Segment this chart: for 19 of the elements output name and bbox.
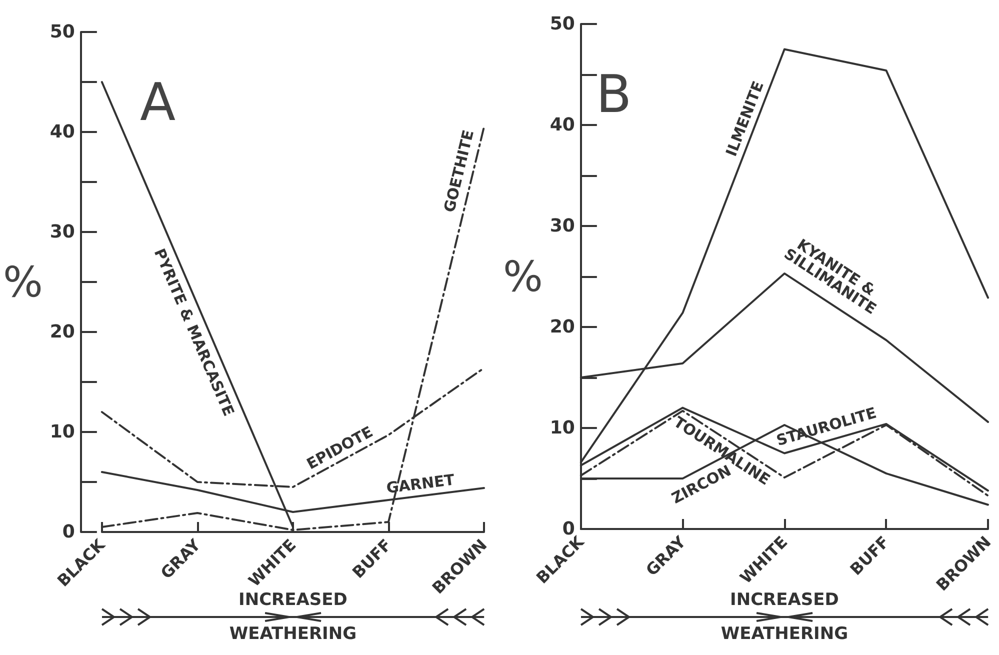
- y-tick-label: 50: [50, 22, 75, 42]
- y-tick-label: 30: [50, 222, 75, 242]
- text: INCREASED WEATHERING: [720, 590, 848, 644]
- y-tick-label: 30: [550, 216, 575, 236]
- y-tick-label: 20: [50, 322, 75, 342]
- y-axis-title: %: [2, 258, 43, 306]
- text: A: [140, 73, 176, 133]
- text: GARNET: [385, 470, 456, 498]
- y-tick-label: 20: [550, 316, 575, 338]
- y-tick-label: 50: [550, 14, 575, 34]
- y-tick-label: 40: [550, 114, 575, 136]
- text: B: [596, 65, 632, 125]
- y-tick-label: 40: [50, 122, 75, 142]
- y-tick-label: 0: [562, 518, 575, 540]
- y-tick-label: 10: [550, 418, 575, 438]
- y-tick-label: 0: [62, 522, 75, 542]
- y-axis-title: %: [502, 252, 543, 301]
- text: INCREASED WEATHERING: [228, 589, 358, 646]
- y-tick-label: 10: [50, 422, 75, 442]
